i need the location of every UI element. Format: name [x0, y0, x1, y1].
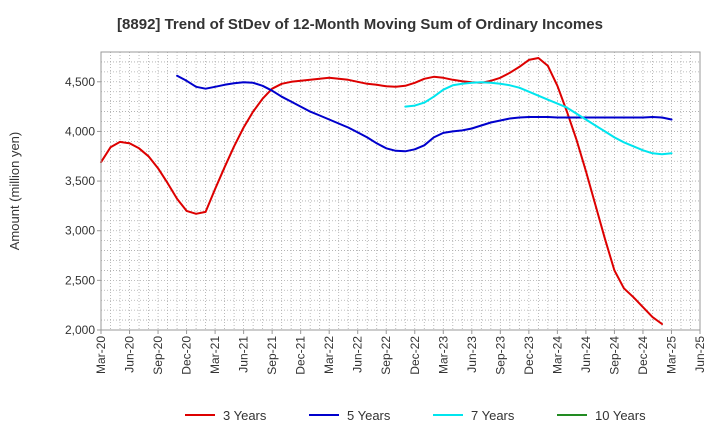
legend-label: 10 Years	[595, 408, 646, 423]
x-tick-label: Dec-20	[180, 336, 194, 375]
y-axis-label: Amount (million yen)	[7, 132, 22, 251]
x-tick-label: Sep-23	[493, 336, 507, 375]
x-tick-label: Sep-21	[265, 336, 279, 375]
x-tick-label: Mar-20	[94, 336, 108, 374]
x-tick-label: Dec-23	[522, 336, 536, 375]
series-line-3-years	[100, 57, 663, 325]
x-tick-label: Sep-22	[379, 336, 393, 375]
legend-label: 7 Years	[471, 408, 515, 423]
x-tick-label: Jun-24	[579, 336, 593, 373]
grid	[100, 51, 701, 331]
x-tick-label: Dec-21	[294, 336, 308, 375]
x-tick-label: Sep-24	[607, 336, 621, 375]
legend-item: 3 Years	[185, 408, 267, 423]
x-tick-label: Dec-24	[636, 336, 650, 375]
y-tick-label: 4,000	[65, 124, 95, 138]
legend-item: 5 Years	[309, 408, 391, 423]
x-tick-label: Sep-20	[151, 336, 165, 375]
x-tick-label: Jun-21	[237, 336, 251, 373]
y-tick-label: 4,500	[65, 75, 95, 89]
x-tick-label: Mar-25	[664, 336, 678, 374]
x-tick-label: Dec-22	[408, 336, 422, 375]
x-tick-label: Mar-24	[550, 336, 564, 374]
x-tick-label: Mar-22	[322, 336, 336, 374]
legend: 3 Years 5 Years 7 Years 10 Years	[185, 408, 646, 423]
x-tick-label: Mar-21	[208, 336, 222, 374]
plot-frame	[100, 51, 701, 331]
legend-item: 10 Years	[557, 408, 646, 423]
chart-title: [8892] Trend of StDev of 12-Month Moving…	[117, 16, 603, 33]
x-tick-label: Mar-23	[436, 336, 450, 374]
x-tick-label: Jun-23	[465, 336, 479, 373]
legend-item: 7 Years	[433, 408, 515, 423]
series-layer	[100, 57, 673, 325]
legend-label: 5 Years	[347, 408, 391, 423]
x-tick-label: Jun-22	[351, 336, 365, 373]
x-tick-label: Jun-25	[693, 336, 707, 373]
series-line-7-years	[404, 81, 673, 156]
y-tick-label: 2,500	[65, 273, 95, 287]
y-tick-label: 2,000	[65, 323, 95, 337]
x-tick-label: Jun-20	[123, 336, 137, 373]
y-axis-ticks: 2,000 2,500 3,000 3,500 4,000 4,500	[65, 75, 101, 337]
x-axis-ticks: Mar-20 Jun-20 Sep-20 Dec-20 Mar-21 Jun-21 Sep-…	[94, 330, 707, 375]
legend-label: 3 Years	[223, 408, 267, 423]
series-line-5-years	[176, 74, 673, 153]
y-tick-label: 3,000	[65, 224, 95, 238]
y-tick-label: 3,500	[65, 174, 95, 188]
